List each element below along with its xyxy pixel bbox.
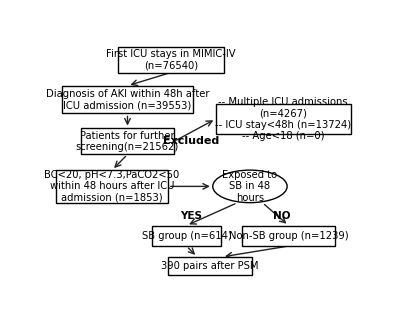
Text: Non-SB group (n=1239): Non-SB group (n=1239) [229, 231, 348, 241]
FancyBboxPatch shape [242, 226, 335, 246]
Text: Excluded: Excluded [163, 136, 219, 146]
Text: NO: NO [273, 211, 291, 221]
FancyBboxPatch shape [168, 257, 252, 275]
FancyBboxPatch shape [56, 170, 168, 203]
FancyBboxPatch shape [152, 226, 220, 246]
Text: 390 pairs after PSM: 390 pairs after PSM [161, 261, 258, 271]
Text: -- Multiple ICU admissions
(n=4267)
-- ICU stay<48h (n=13724)
-- Age<18 (n=0): -- Multiple ICU admissions (n=4267) -- I… [215, 96, 351, 141]
Text: Patients for further
screening(n=21562): Patients for further screening(n=21562) [76, 131, 179, 152]
Text: BC<20, pH<7.3,PaCO2<50
within 48 hours after ICU
admission (n=1853): BC<20, pH<7.3,PaCO2<50 within 48 hours a… [44, 170, 180, 203]
FancyBboxPatch shape [62, 86, 193, 114]
FancyBboxPatch shape [216, 104, 351, 134]
Text: YES: YES [180, 211, 202, 221]
FancyBboxPatch shape [81, 128, 174, 154]
Text: First ICU stays in MIMIC-IV
(n=76540): First ICU stays in MIMIC-IV (n=76540) [106, 49, 236, 71]
Text: Diagnosis of AKI within 48h after
ICU admission (n=39553): Diagnosis of AKI within 48h after ICU ad… [46, 89, 209, 110]
FancyBboxPatch shape [118, 47, 224, 73]
Ellipse shape [213, 170, 287, 203]
Text: Exposed to
SB in 48
hours: Exposed to SB in 48 hours [222, 170, 278, 203]
Text: SB group (n=614): SB group (n=614) [142, 231, 231, 241]
